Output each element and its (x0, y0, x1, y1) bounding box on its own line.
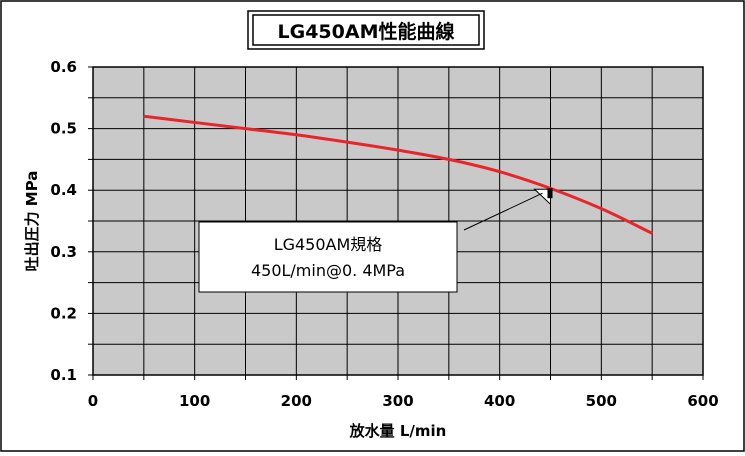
spec-marker-block (548, 188, 553, 198)
annotation-box (199, 222, 457, 292)
x-tick-label: 100 (179, 392, 210, 410)
x-tick-label: 500 (586, 392, 617, 410)
y-tick-label: 0.1 (50, 366, 77, 384)
x-axis-label: 放水量 L/min (349, 422, 447, 440)
x-tick-label: 300 (382, 392, 413, 410)
x-tick-label: 0 (88, 392, 98, 410)
annotation-line-1: LG450AM規格 (274, 235, 383, 254)
annotation-line-2: 450L/min@0. 4MPa (251, 261, 405, 280)
x-tick-label: 600 (687, 392, 718, 410)
x-tick-label: 400 (484, 392, 515, 410)
chart-title: LG450AM性能曲線 (278, 20, 455, 43)
y-tick-label: 0.3 (50, 243, 77, 261)
y-tick-label: 0.4 (50, 181, 77, 199)
x-tick-label: 200 (281, 392, 312, 410)
y-tick-label: 0.2 (50, 304, 77, 322)
y-axis-label: 吐出圧力 MPa (23, 171, 41, 272)
y-tick-label: 0.6 (50, 58, 77, 76)
y-tick-label: 0.5 (50, 120, 77, 138)
